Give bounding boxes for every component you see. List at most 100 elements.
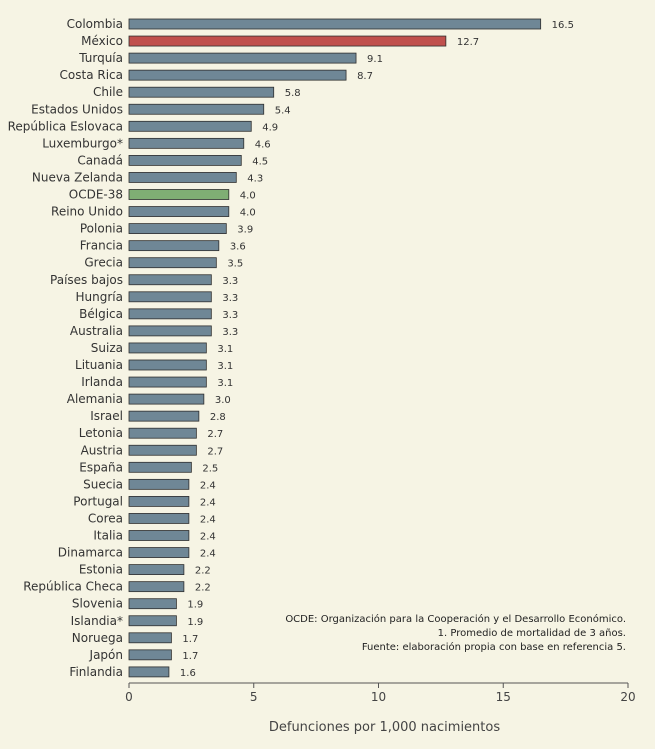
bar <box>128 120 252 132</box>
bar <box>128 649 172 661</box>
bar <box>128 410 200 422</box>
bar <box>128 69 347 81</box>
bar <box>128 393 205 405</box>
category-label: Chile <box>93 85 123 99</box>
value-label: 3.5 <box>227 259 243 270</box>
category-label: Luxemburgo* <box>42 136 123 150</box>
value-label: 2.7 <box>207 429 223 440</box>
bar <box>128 615 177 627</box>
bar <box>128 581 185 593</box>
bar <box>128 223 227 235</box>
x-tick-label: 10 <box>371 690 386 704</box>
bar <box>128 257 217 269</box>
bar <box>128 172 237 183</box>
category-label: Noruega <box>72 631 123 645</box>
value-label: 2.4 <box>200 480 216 491</box>
note-line: 1. Promedio de mortalidad de 3 años. <box>438 628 626 639</box>
value-label: 3.6 <box>230 242 246 253</box>
category-label: Estonia <box>79 563 123 577</box>
x-tick-label: 20 <box>620 690 635 704</box>
value-label: 3.1 <box>217 344 233 355</box>
bar <box>128 154 242 166</box>
category-label: OCDE-38 <box>69 188 123 202</box>
x-tick-label: 5 <box>250 690 258 704</box>
category-label: Colombia <box>67 17 123 31</box>
category-label: Canadá <box>77 153 123 167</box>
value-label: 4.6 <box>255 139 271 150</box>
bar <box>128 35 447 47</box>
bar <box>128 461 192 473</box>
bar <box>128 206 230 217</box>
value-label: 5.4 <box>275 105 291 116</box>
value-label: 3.3 <box>222 276 238 287</box>
category-label: Suiza <box>91 341 123 355</box>
category-label: Corea <box>88 511 123 525</box>
chart-notes: OCDE: Organización para la Cooperación y… <box>285 613 626 653</box>
x-axis-label: Defunciones por 1,000 nacimientos <box>269 720 500 735</box>
bar <box>128 513 190 524</box>
category-label: Lituania <box>75 358 123 372</box>
category-label: Letonia <box>79 426 123 440</box>
value-label: 3.0 <box>215 395 231 406</box>
category-label: España <box>79 460 123 474</box>
value-label: 2.7 <box>207 446 223 457</box>
value-label: 2.4 <box>200 549 216 560</box>
bar <box>128 359 207 371</box>
category-label: Islandia* <box>71 614 123 628</box>
x-axis-ticks: 0 5 10 15 20 <box>125 683 636 704</box>
bar <box>128 547 190 558</box>
category-label: Italia <box>93 529 123 543</box>
x-tick-label: 0 <box>125 690 133 704</box>
category-label: Reino Unido <box>51 205 123 219</box>
bar <box>128 291 212 303</box>
value-label: 8.7 <box>357 71 373 82</box>
bar <box>128 376 207 388</box>
category-label: México <box>81 34 123 48</box>
value-label: 4.3 <box>247 173 263 184</box>
category-label: Japón <box>89 648 123 662</box>
value-label: 1.9 <box>187 617 203 628</box>
value-label: 1.7 <box>182 651 198 662</box>
bar <box>128 478 190 490</box>
note-line: OCDE: Organización para la Cooperación y… <box>285 613 626 625</box>
bar <box>128 308 212 320</box>
category-label: Estados Unidos <box>31 102 123 116</box>
bar <box>128 274 212 286</box>
bar <box>128 137 245 149</box>
value-label: 2.5 <box>202 463 218 474</box>
value-label: 16.5 <box>552 20 574 31</box>
category-label: Portugal <box>73 494 123 508</box>
category-label: Austria <box>81 443 123 457</box>
category-label: Hungría <box>76 290 123 304</box>
category-label: República Eslovaca <box>8 119 123 133</box>
value-label: 3.3 <box>222 310 238 321</box>
value-label: 4.0 <box>240 208 256 219</box>
value-label: 9.1 <box>367 54 383 65</box>
bar <box>128 564 185 575</box>
value-label: 2.2 <box>195 566 211 577</box>
bars-group: Colombia 16.5 México 12.7 Turquía 9.1 Costa Ri… <box>8 17 574 679</box>
bar <box>128 495 190 507</box>
value-label: 1.7 <box>182 634 198 645</box>
category-label: Países bajos <box>50 273 123 287</box>
category-label: Turquía <box>78 51 123 65</box>
category-label: Polonia <box>80 222 123 236</box>
category-label: Finlandia <box>69 665 123 679</box>
bar <box>128 240 220 252</box>
category-label: Grecia <box>84 256 123 270</box>
category-label: Israel <box>90 409 123 423</box>
value-label: 5.8 <box>285 88 301 99</box>
bar <box>128 189 230 200</box>
bar <box>128 427 197 439</box>
value-label: 2.4 <box>200 514 216 525</box>
category-label: Australia <box>70 324 123 338</box>
value-label: 3.3 <box>222 293 238 304</box>
bar <box>128 103 265 115</box>
category-label: Suecia <box>83 477 123 491</box>
category-label: Costa Rica <box>60 68 123 82</box>
bar <box>128 530 190 541</box>
bar <box>128 598 177 610</box>
value-label: 2.8 <box>210 412 226 423</box>
bar <box>128 325 212 337</box>
